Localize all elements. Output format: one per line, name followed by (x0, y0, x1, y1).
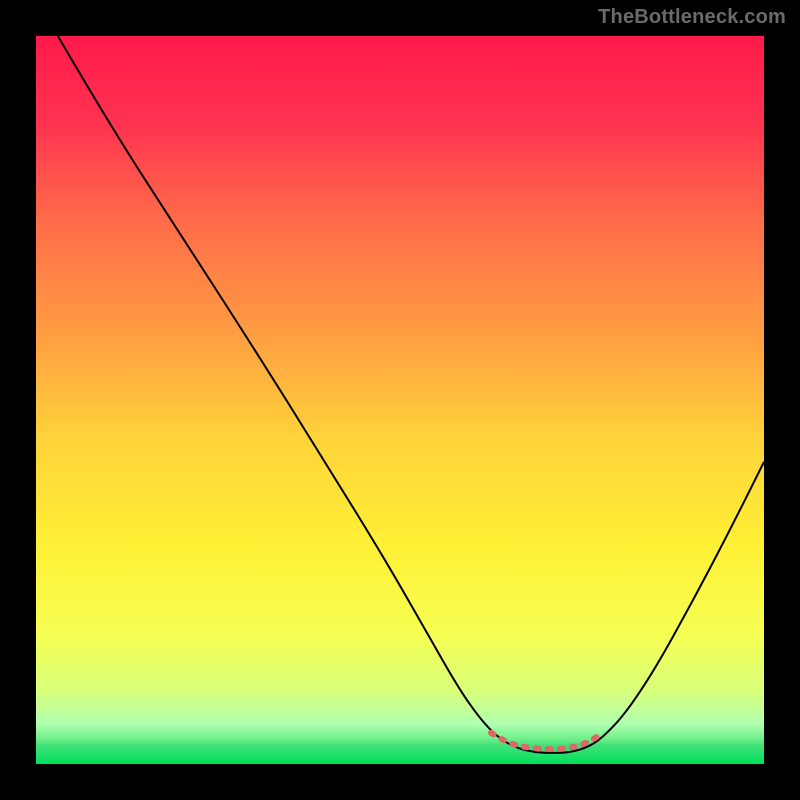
optimal-range-marker (491, 733, 600, 749)
curve-svg (36, 36, 764, 764)
chart-container: TheBottleneck.com (0, 0, 800, 800)
attribution-label: TheBottleneck.com (598, 6, 786, 29)
plot-area (36, 36, 764, 764)
bottleneck-curve (58, 36, 764, 753)
